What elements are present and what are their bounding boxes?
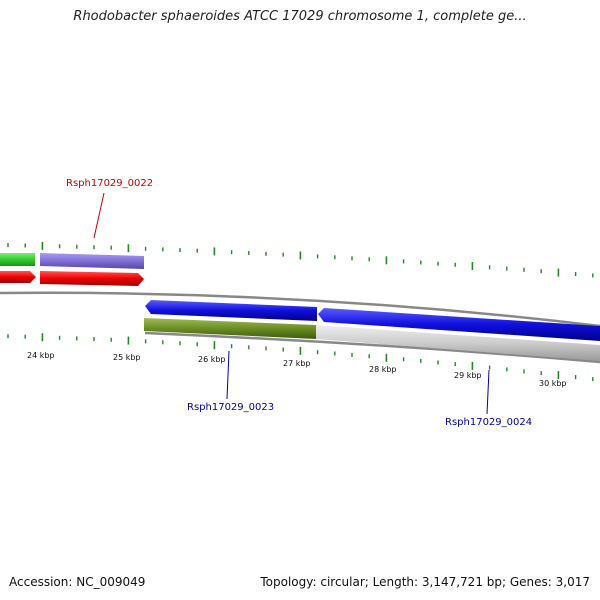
scale-label-24kbp: 24 kbp [27,351,55,360]
genome-summary-text: Topology: circular; Length: 3,147,721 bp… [260,575,590,589]
gene-red-1[interactable] [0,271,36,283]
gene-green[interactable] [0,253,35,266]
gene-grey[interactable] [316,325,600,361]
map-title: Rhodobacter sphaeroides ATCC 17029 chrom… [73,9,527,24]
accession-text: Accession: NC_009049 [9,575,146,589]
backbone-inner [144,331,600,364]
outer-tick-row [7,241,594,278]
label-line-0023 [226,350,230,400]
inner-tick-row [7,333,594,382]
label-line-0022 [93,192,105,239]
gene-olive[interactable] [144,318,316,339]
gene-rsph17029-0024-blue[interactable] [318,308,600,341]
scale-label-27kbp: 27 kbp [283,359,311,368]
gene-rsph17029-0023-blue[interactable] [145,300,317,321]
scale-label-25kbp: 25 kbp [113,353,141,362]
gene-label-0023[interactable]: Rsph17029_0023 [187,402,274,413]
scale-label-29kbp: 29 kbp [454,371,482,380]
gene-red-2[interactable] [40,271,144,286]
scale-label-26kbp: 26 kbp [198,355,226,364]
gene-label-0022[interactable]: Rsph17029_0022 [66,178,153,189]
scale-label-28kbp: 28 kbp [369,365,397,374]
backbone-outer [0,291,600,328]
gene-label-0024[interactable]: Rsph17029_0024 [445,417,532,428]
gene-purple[interactable] [40,253,144,269]
scale-label-30kbp: 30 kbp [539,379,567,388]
label-line-0024 [486,369,490,415]
